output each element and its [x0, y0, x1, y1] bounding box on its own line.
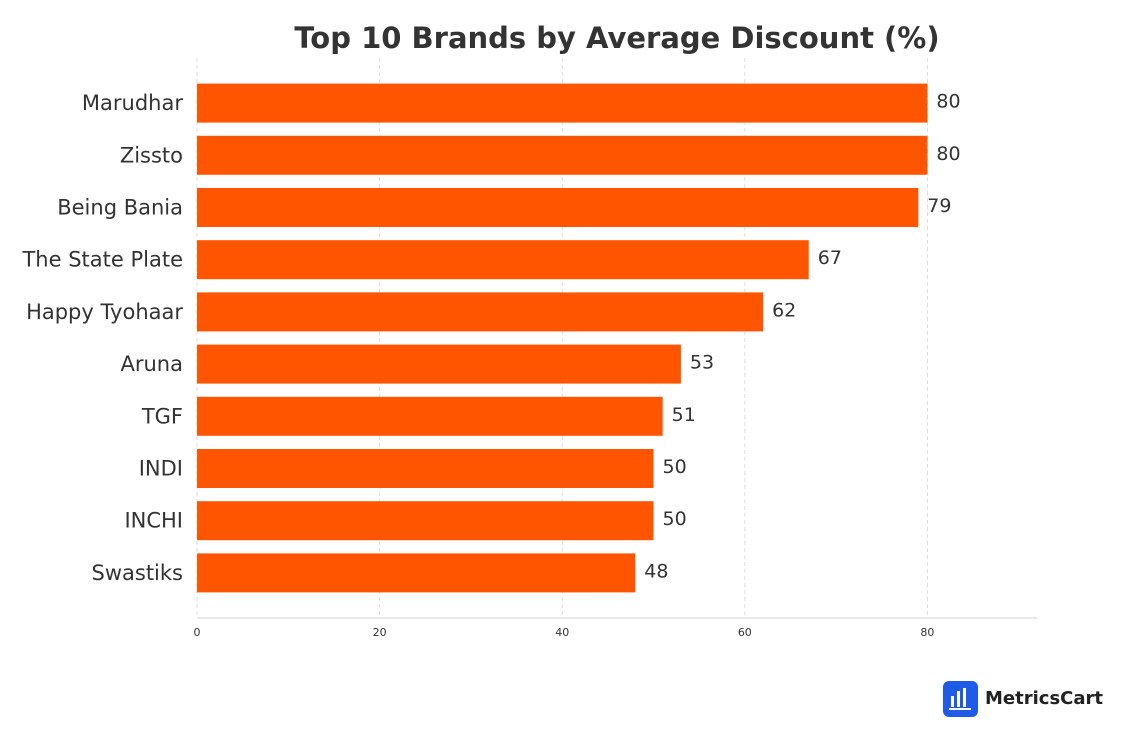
- value-label: 53: [690, 352, 714, 374]
- value-label: 62: [772, 299, 796, 321]
- y-tick-label: TGF: [141, 404, 183, 428]
- y-tick-label: Marudhar: [82, 91, 183, 115]
- chart-title: Top 10 Brands by Average Discount (%): [294, 21, 939, 55]
- bar: [197, 396, 663, 436]
- logo-icon-bar: [963, 688, 966, 707]
- bar: [197, 240, 809, 280]
- bar: [197, 188, 919, 227]
- bar: [197, 344, 681, 384]
- value-label: 48: [644, 560, 668, 582]
- bar: [197, 292, 764, 332]
- value-label: 80: [936, 91, 960, 113]
- x-tick-label: 80: [920, 626, 934, 639]
- bar: [197, 83, 928, 123]
- y-tick-label: The State Plate: [21, 248, 183, 272]
- value-label: 50: [663, 508, 687, 530]
- y-tick-label: Aruna: [121, 352, 184, 376]
- y-tick-label: Being Bania: [57, 196, 183, 220]
- x-tick-label: 40: [555, 626, 569, 639]
- y-tick-label: Swastiks: [92, 561, 184, 585]
- bar: [197, 553, 636, 593]
- y-tick-label: INDI: [139, 457, 183, 481]
- x-tick-label: 60: [738, 626, 752, 639]
- bar: [197, 135, 928, 175]
- logo-text: MetricsCart: [985, 688, 1103, 709]
- bar: [197, 449, 654, 488]
- logo: MetricsCart: [943, 681, 1103, 717]
- x-tick-label: 20: [373, 626, 387, 639]
- value-label: 50: [663, 456, 687, 478]
- value-label: 67: [818, 247, 842, 269]
- logo-icon-bar: [957, 691, 960, 707]
- logo-icon: [943, 681, 978, 717]
- y-tick-label: Happy Tyohaar: [26, 300, 183, 324]
- value-label: 51: [672, 404, 696, 426]
- bar: [197, 501, 654, 541]
- y-tick-label: Zissto: [120, 143, 183, 167]
- value-label: 80: [936, 143, 960, 165]
- y-tick-label: INCHI: [124, 509, 183, 533]
- x-tick-label: 0: [194, 626, 201, 639]
- logo-icon-base: [949, 708, 971, 710]
- value-label: 79: [927, 195, 951, 217]
- logo-icon-bar: [951, 696, 954, 707]
